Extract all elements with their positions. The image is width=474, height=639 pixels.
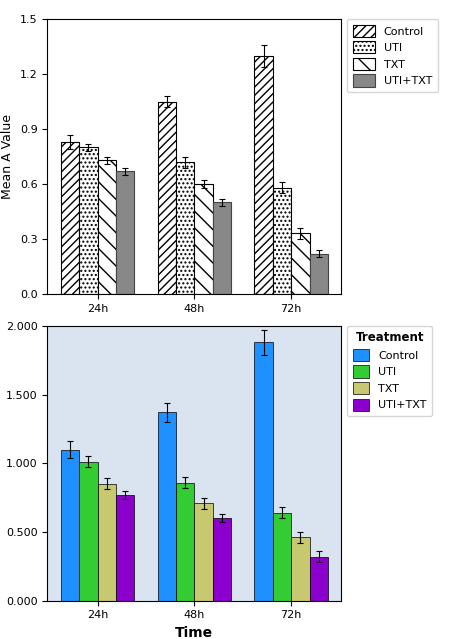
Bar: [273, 188, 291, 294]
Bar: [98, 484, 116, 601]
Bar: [194, 503, 213, 601]
Bar: [213, 518, 231, 601]
Bar: [255, 56, 273, 294]
Y-axis label: Mean A Value: Mean A Value: [1, 114, 14, 199]
Legend: Control, UTI, TXT, UTI+TXT: Control, UTI, TXT, UTI+TXT: [347, 326, 432, 416]
Bar: [176, 482, 194, 601]
Bar: [255, 343, 273, 601]
Bar: [98, 160, 116, 294]
Bar: [61, 450, 79, 601]
Bar: [157, 412, 176, 601]
Bar: [194, 184, 213, 294]
Legend: Control, UTI, TXT, UTI+TXT: Control, UTI, TXT, UTI+TXT: [347, 19, 438, 92]
Bar: [157, 102, 176, 294]
Bar: [291, 233, 310, 294]
Bar: [116, 495, 134, 601]
Bar: [176, 162, 194, 294]
Bar: [310, 557, 328, 601]
Bar: [79, 148, 98, 294]
Bar: [116, 171, 134, 294]
Bar: [213, 203, 231, 294]
X-axis label: Time: Time: [175, 626, 213, 639]
Bar: [61, 142, 79, 294]
Bar: [291, 537, 310, 601]
Bar: [310, 254, 328, 294]
Bar: [273, 512, 291, 601]
Bar: [79, 462, 98, 601]
